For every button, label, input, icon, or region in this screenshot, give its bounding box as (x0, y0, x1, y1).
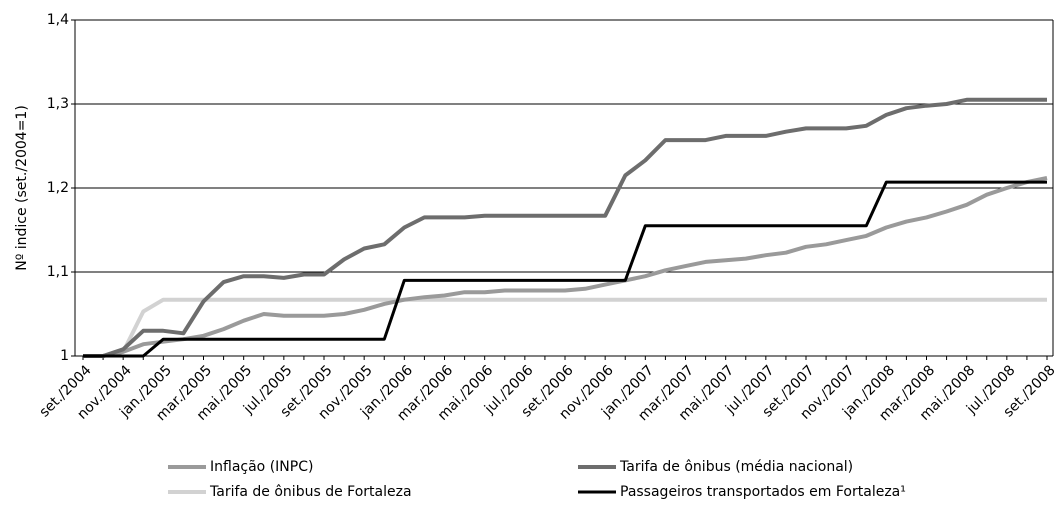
y-tick-label: 1,2 (47, 180, 69, 196)
y-tick-label: 1 (60, 348, 69, 364)
legend-label: Passageiros transportados em Fortaleza¹ (620, 484, 906, 500)
series-line (83, 175, 1048, 358)
series-line (83, 97, 1047, 358)
legend-label: Inflação (INPC) (210, 459, 313, 475)
y-tick-label: 1,4 (47, 12, 69, 28)
y-axis-label: Nº indice (set./2004=1) (14, 105, 30, 271)
series-line (83, 180, 1047, 358)
series-line (83, 297, 1047, 358)
y-tick-label: 1,1 (47, 264, 69, 280)
y-tick-label: 1,3 (47, 96, 69, 112)
legend-label: Tarifa de ônibus de Fortaleza (209, 484, 412, 500)
legend-label: Tarifa de ônibus (média nacional) (619, 459, 853, 475)
